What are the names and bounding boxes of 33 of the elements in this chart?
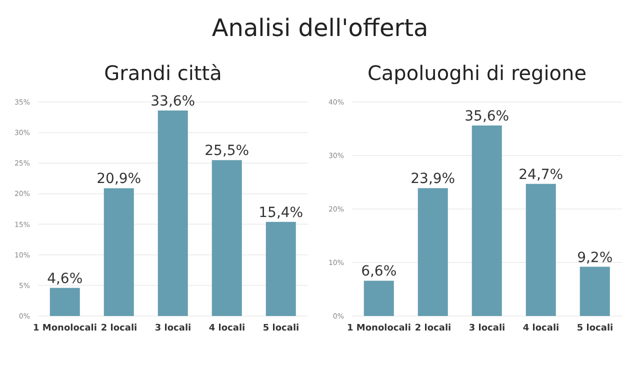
bar <box>472 126 502 316</box>
x-tick-label: 2 locali <box>100 323 138 334</box>
data-label: 15,4% <box>258 204 304 221</box>
data-label: 24,7% <box>518 166 564 183</box>
x-tick-label: 1 Monolocali <box>347 323 411 334</box>
bar <box>364 280 394 316</box>
chart-title: Capoluoghi di regione <box>366 60 588 87</box>
x-tick-label: 4 locali <box>522 323 560 334</box>
chart-subtitle: Grandi città <box>103 60 223 87</box>
x-tick-label: 5 locali <box>262 323 300 334</box>
data-label: 20,9% <box>96 171 142 188</box>
bar <box>212 160 242 316</box>
bar <box>50 288 80 316</box>
bar <box>266 222 296 316</box>
chart-title: Analisi dell'offerta <box>210 13 430 44</box>
bar <box>158 110 188 316</box>
x-tick-label: 4 locali <box>208 323 246 334</box>
data-label: 6,6% <box>361 264 397 280</box>
x-tick-label: 1 Monolocali <box>33 323 97 334</box>
bar <box>580 266 610 316</box>
data-label: 9,2% <box>577 250 613 266</box>
x-tick-label: 3 locali <box>154 323 192 334</box>
bar <box>526 184 556 316</box>
x-tick-label: 3 locali <box>468 323 506 334</box>
data-label: 23,9% <box>410 171 456 188</box>
data-label: 25,5% <box>204 143 250 160</box>
bar <box>418 188 448 316</box>
data-label: 35,6% <box>464 108 510 125</box>
data-label: 33,6% <box>150 94 196 110</box>
x-tick-label: 2 locali <box>414 323 452 334</box>
x-tick-label: 5 locali <box>576 323 614 334</box>
bar <box>104 188 134 316</box>
data-label: 4,6% <box>47 270 83 287</box>
